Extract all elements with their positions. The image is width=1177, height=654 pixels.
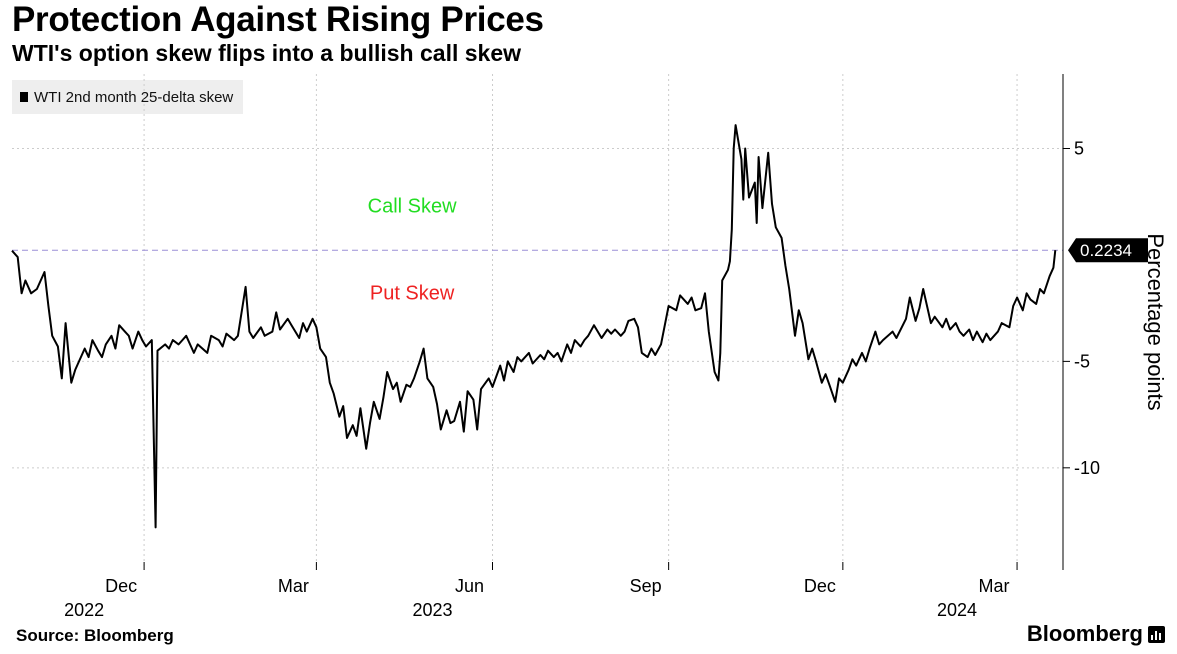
x-year-label: 2023 [412,600,452,620]
x-tick-label: Dec [105,576,137,596]
x-year-label: 2022 [64,600,104,620]
y-tick-label: -5 [1074,351,1090,371]
brand-name: Bloomberg [1026,621,1143,646]
legend: WTI 2nd month 25-delta skew [12,80,244,114]
gridlines [12,74,1063,570]
series-line [11,124,1057,529]
y-axis-title: Percentage points [1143,233,1168,410]
brand-logo: Bloomberg [1027,621,1165,647]
annotation-label: Call Skew [368,195,457,217]
y-tick-label: -10 [1074,458,1100,478]
x-tick-label: Mar [278,576,309,596]
source-note: Source: Bloomberg [16,626,174,645]
last-value-box [1068,238,1148,263]
annotations: Call Skew Put Skew [368,195,457,304]
y-tick-label: 5 [1074,139,1084,159]
bloomberg-chart-icon [1148,625,1165,643]
chart-subtitle: WTI's option skew flips into a bullish c… [12,40,521,66]
annotation-label: Put Skew [370,283,455,305]
x-tick-label: Mar [979,576,1010,596]
legend-swatch-icon [20,92,28,102]
x-year-label: 2024 [937,600,977,620]
chart-title: Protection Against Rising Prices [12,0,544,39]
last-value-label: 0.2234 [1080,241,1132,260]
legend-label: WTI 2nd month 25-delta skew [34,88,234,106]
x-tick-label: Jun [455,576,484,596]
last-value-marker: 0.2234 [1068,238,1148,263]
x-tick-label: Dec [804,576,836,596]
x-tick-label: Sep [630,576,662,596]
